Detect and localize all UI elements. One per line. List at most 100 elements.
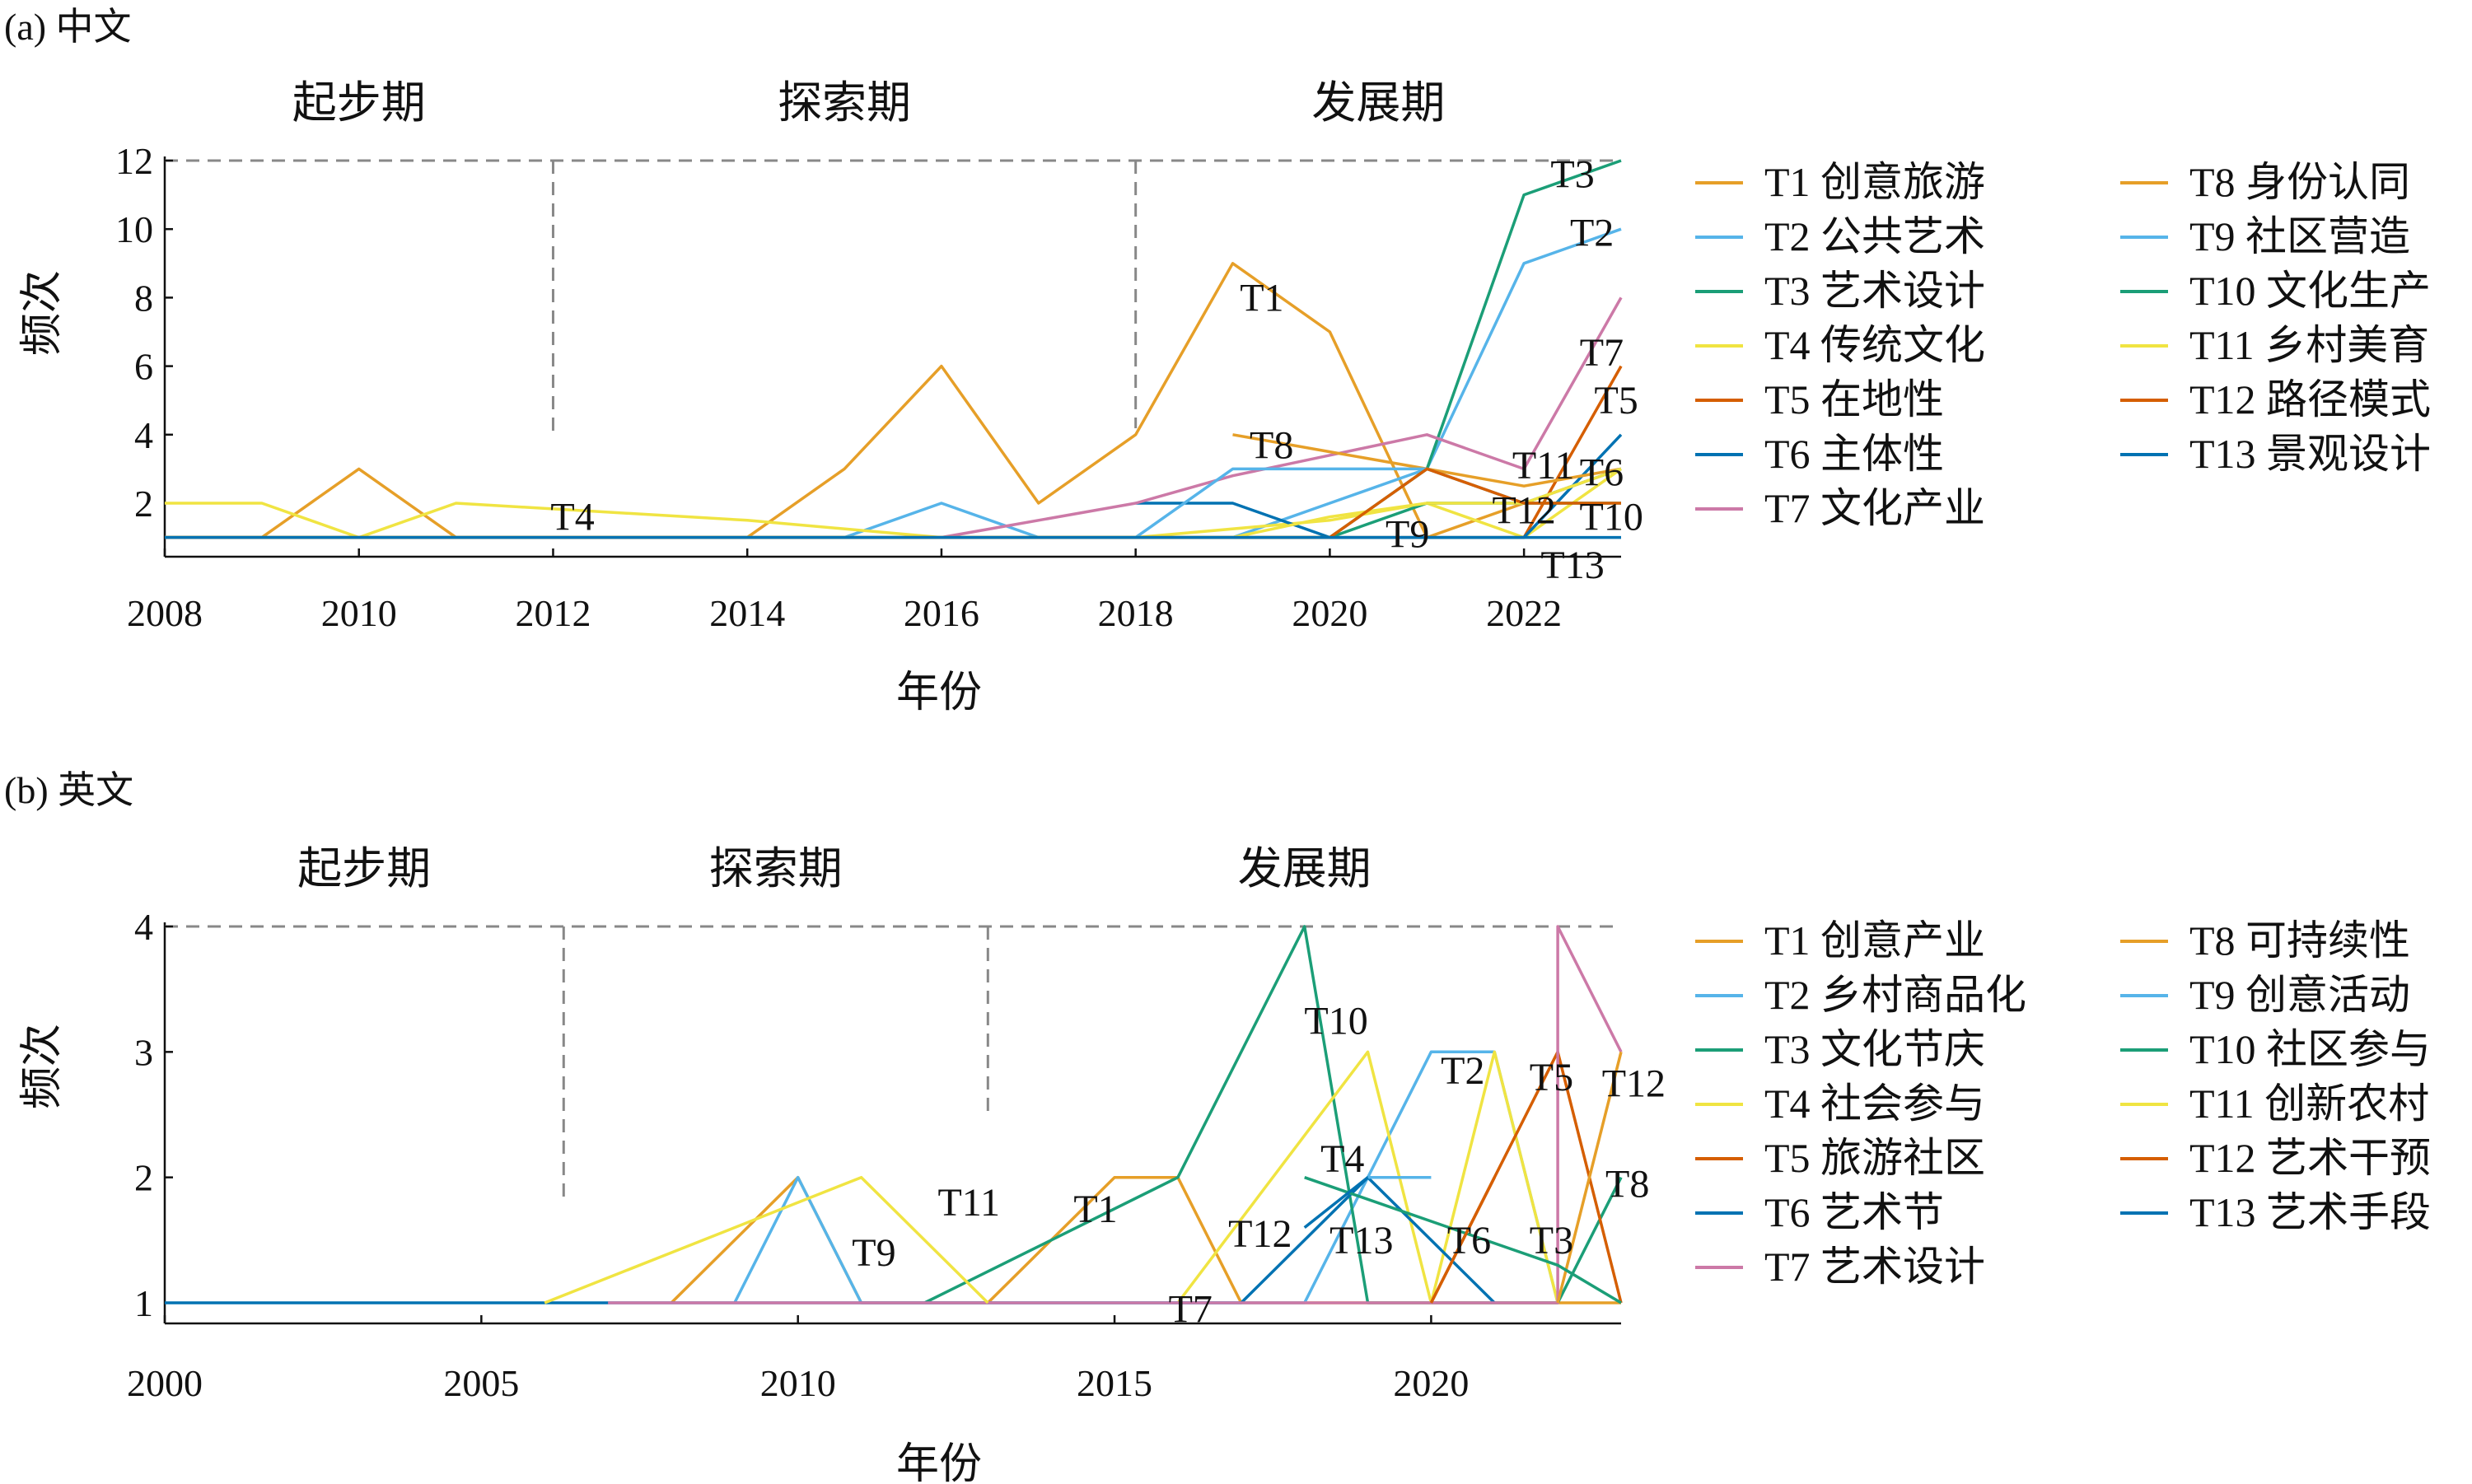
x-tick-label: 2008: [127, 592, 203, 634]
series-line-t13: [1303, 1176, 1369, 1229]
legend-label: T7 艺术设计: [1764, 1244, 1985, 1290]
legend-label: T13 艺术手段: [2189, 1189, 2431, 1235]
legend-item: T3 艺术设计: [1695, 268, 1985, 314]
series-line-t7: [165, 296, 1623, 539]
legend-item: T5 旅游社区: [1695, 1135, 1985, 1181]
y-axis-label: 频次: [19, 1024, 66, 1109]
legend-label: T8 可持续性: [2189, 917, 2410, 964]
series-line-t12: [1429, 1176, 1496, 1304]
legend-label: T12 艺术干预: [2189, 1135, 2431, 1181]
series-annotation: T6: [1447, 1219, 1491, 1262]
legend-item: T12 路径模式: [2120, 376, 2431, 422]
legend-label: T9 社区营造: [2189, 213, 2410, 259]
series-annotation: T11: [937, 1181, 1000, 1225]
legend-item: T2 公共艺术: [1695, 213, 1985, 259]
x-tick-label: 2012: [515, 592, 591, 634]
series-annotation: T1: [1240, 276, 1283, 320]
x-tick-label: 2020: [1393, 1362, 1469, 1404]
series-line-t7: [608, 925, 1623, 1304]
series-annotation: T2: [1570, 211, 1614, 254]
series-annotation: T5: [1594, 379, 1638, 422]
series-annotation: T9: [852, 1231, 895, 1275]
legend-item: T11 创新农村: [2120, 1080, 2429, 1127]
series-line-t2: [165, 227, 1622, 539]
legend-label: T4 社会参与: [1764, 1080, 1985, 1127]
legend-label: T3 文化节庆: [1764, 1026, 1985, 1072]
legend-item: T3 文化节庆: [1695, 1026, 1985, 1072]
series-annotation: T9: [1386, 512, 1429, 556]
legend-label: T6 艺术节: [1764, 1189, 1944, 1235]
legend-item: T1 创意产业: [1695, 917, 1985, 964]
legend-item: T9 社区营造: [2120, 213, 2410, 259]
series-annotation: T4: [1320, 1137, 1364, 1181]
series-annotation: T2: [1441, 1049, 1484, 1093]
legend-label: T12 路径模式: [2189, 376, 2431, 422]
x-tick-label: 2015: [1077, 1362, 1152, 1404]
stage-label: 发展期: [1311, 78, 1445, 128]
legend-label: T6 主体性: [1764, 431, 1944, 477]
y-tick-label: 12: [115, 140, 153, 182]
legend-label: T2 公共艺术: [1764, 213, 1985, 259]
legend-label: T7 文化产业: [1764, 485, 1985, 531]
series-annotation: T5: [1530, 1056, 1573, 1099]
series-annotation: T12: [1492, 488, 1555, 532]
series-annotation: T4: [550, 496, 594, 539]
x-tick-label: 2018: [1098, 592, 1174, 634]
x-axis-label: 年份: [896, 1441, 982, 1484]
x-tick-label: 2020: [1292, 592, 1367, 634]
legend-item: T6 主体性: [1695, 431, 1944, 477]
legend-item: T8 身份认同: [2120, 159, 2410, 205]
series-line-t1: [165, 262, 1622, 539]
series-line-t8: [1556, 1051, 1623, 1304]
series-annotation: T8: [1605, 1162, 1649, 1206]
series-annotation: T10: [1580, 496, 1643, 539]
series-annotation: T7: [1169, 1288, 1213, 1332]
y-tick-label: 6: [134, 346, 153, 388]
legend-label: T5 旅游社区: [1764, 1135, 1985, 1181]
legend-label: T10 社区参与: [2189, 1026, 2431, 1072]
y-tick-label: 4: [134, 414, 153, 456]
legend-item: T1 创意旅游: [1695, 159, 1985, 205]
legend-item: T11 乡村美育: [2120, 322, 2429, 368]
legend-item: T12 艺术干预: [2120, 1135, 2431, 1181]
legend-label: T11 创新农村: [2189, 1080, 2429, 1127]
series-annotation: T7: [1580, 331, 1624, 375]
legend-item: T6 艺术节: [1695, 1189, 1944, 1235]
series-annotation: T3: [1530, 1219, 1573, 1262]
y-tick-label: 4: [134, 906, 153, 948]
legend-label: T2 乡村商品化: [1764, 972, 2026, 1018]
y-tick-label: 3: [134, 1031, 153, 1073]
series-annotation: T12: [1228, 1212, 1292, 1256]
legend-item: T13 景观设计: [2120, 431, 2431, 477]
series-annotation: T8: [1250, 423, 1293, 467]
y-axis-label: 频次: [19, 270, 66, 356]
series-annotation: T13: [1329, 1219, 1393, 1262]
legend-label: T13 景观设计: [2189, 431, 2431, 477]
stage-label: 发展期: [1238, 844, 1372, 894]
series-annotation: T6: [1580, 451, 1624, 495]
legend-label: T8 身份认同: [2189, 159, 2410, 205]
x-tick-label: 2016: [904, 592, 979, 634]
series-annotation: T11: [1512, 444, 1575, 488]
stage-label: 起步期: [297, 844, 431, 894]
legend-item: T13 艺术手段: [2120, 1189, 2431, 1235]
legend-item: T4 社会参与: [1695, 1080, 1985, 1127]
legend-label: T10 文化生产: [2189, 268, 2431, 314]
legend-label: T9 创意活动: [2189, 972, 2410, 1018]
stage-label: 探索期: [778, 78, 911, 128]
legend-item: T9 创意活动: [2120, 972, 2410, 1018]
panel-label: (b) 英文: [4, 769, 133, 811]
legend-label: T1 创意旅游: [1764, 159, 1985, 205]
legend-item: T7 文化产业: [1695, 485, 1985, 531]
legend-item: T7 艺术设计: [1695, 1244, 1985, 1290]
x-tick-label: 2010: [760, 1362, 836, 1404]
panel-label: (a) 中文: [4, 6, 132, 48]
y-tick-label: 1: [134, 1282, 153, 1324]
legend-item: T10 社区参与: [2120, 1026, 2431, 1072]
series-line-t11: [544, 1175, 989, 1304]
x-axis-label: 年份: [896, 670, 982, 716]
series-line-t3: [923, 925, 1623, 1304]
x-tick-label: 2022: [1486, 592, 1562, 634]
series-annotation: T12: [1602, 1062, 1666, 1105]
